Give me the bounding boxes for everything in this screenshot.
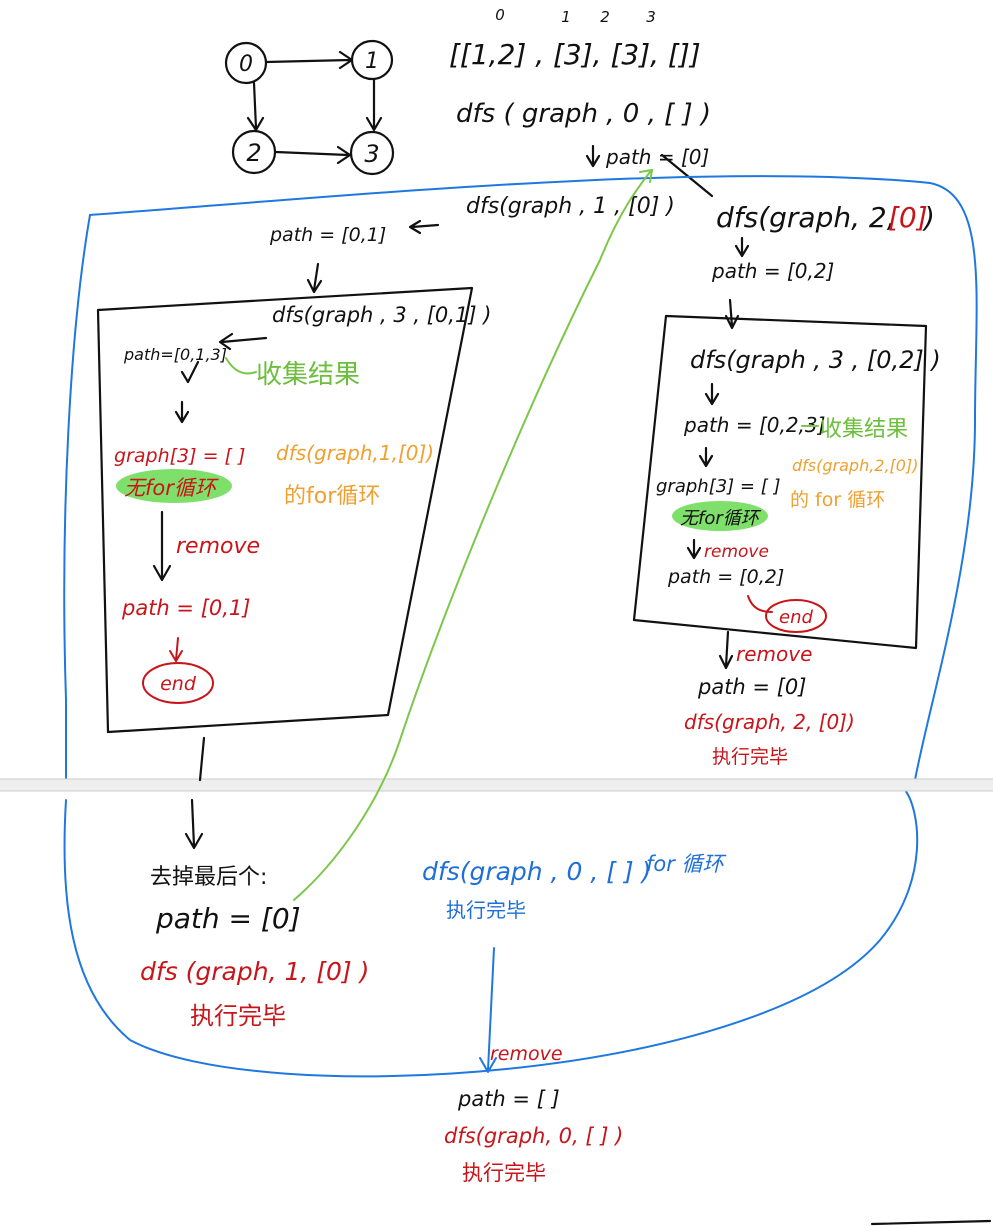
- outer-boundary-bottom: [63, 789, 919, 1078]
- adjacency-list: [[1,2] , [3], [3], []]: [449, 38, 701, 71]
- graph-node-1: 1: [365, 49, 379, 74]
- index-label-3: 3: [646, 8, 656, 26]
- left-collect-label: 收集结果: [256, 360, 360, 390]
- right-no-loop: 无for循环: [680, 508, 762, 529]
- right-remove-label: remove: [704, 542, 769, 562]
- right-inner-down-arrow: [698, 446, 714, 468]
- left-done-call: dfs (graph, 1, [0] ): [140, 957, 369, 986]
- graph-node-3: 3: [364, 140, 379, 168]
- root-remove-label: remove: [490, 1043, 563, 1065]
- left-graph-empty: graph[3] = [ ]: [114, 445, 245, 467]
- left-tail-line: [198, 736, 206, 782]
- left-for-loop-ref2: 的for循环: [284, 484, 380, 509]
- root-final-call: dfs(graph, 0, [ ] ): [444, 1124, 623, 1148]
- left-check-mark: [180, 360, 200, 384]
- left-remove-arrow: [152, 510, 172, 582]
- right-for-loop-ref2: 的 for 循环: [790, 489, 885, 511]
- edge-0-2-arrow: [246, 81, 265, 132]
- right-end-pointer: [747, 595, 773, 613]
- right-outer-remove-arrow: [718, 630, 734, 670]
- root-final-path: path = [ ]: [457, 1087, 560, 1111]
- return-path-line: [293, 168, 654, 901]
- root-done-for-loop: for 循环: [646, 852, 727, 876]
- left-path: path = [0,1]: [269, 224, 386, 246]
- right-call-suffix: ): [922, 201, 935, 234]
- left-tail-arrow: [184, 798, 204, 850]
- right-end-label: end: [779, 607, 813, 628]
- graph-node-0: 0: [239, 52, 253, 77]
- outer-boundary-left-top: [63, 214, 91, 781]
- left-end-label: end: [160, 673, 197, 695]
- left-path-after: path = [0]: [155, 902, 301, 935]
- left-no-loop-highlight: [116, 469, 232, 503]
- graph-drawing: 0 1 2 3: [224, 39, 395, 176]
- right-call-prefix: dfs(graph, 2,: [716, 201, 896, 234]
- root-final-done: 执行完毕: [462, 1161, 546, 1185]
- left-check-down-arrow: [174, 400, 190, 424]
- right-done-call: dfs(graph, 2, [0]): [684, 710, 855, 734]
- outer-boundary-top: [89, 175, 978, 781]
- root-path: path = [0]: [605, 145, 709, 169]
- left-path-arrow: [306, 262, 323, 294]
- left-done-label: 执行完毕: [190, 1002, 286, 1030]
- left-no-loop: 无for循环: [124, 476, 219, 500]
- left-end-arrow: [169, 637, 183, 663]
- page-separator: [0, 779, 993, 791]
- right-call-arg: [0]: [888, 201, 928, 234]
- right-inner-arrow: [704, 382, 720, 406]
- left-inner-path-arrow: [218, 332, 268, 351]
- root-remove-arrow: [479, 947, 497, 1073]
- left-call: dfs(graph , 1 , [0] ): [466, 194, 675, 219]
- left-after-remove: path = [0,1]: [121, 596, 250, 620]
- right-outer-remove: remove: [736, 642, 812, 666]
- root-to-right-line: [660, 153, 714, 198]
- index-label-1: 1: [561, 8, 571, 26]
- right-call-arrow: [734, 236, 750, 258]
- left-end-circle: [142, 662, 214, 704]
- right-inner-call: dfs(graph , 3 , [0,2] ): [690, 346, 941, 374]
- graph-node-2: 2: [246, 139, 261, 167]
- left-inner-box: [96, 286, 474, 734]
- index-label-0: 0: [495, 6, 505, 24]
- right-no-loop-highlight: [672, 501, 768, 531]
- right-remove-arrow: [686, 538, 702, 560]
- edge-1-3-arrow: [365, 78, 383, 132]
- edge-2-3-arrow: [274, 145, 352, 165]
- left-for-loop-ref: dfs(graph,1,[0]): [276, 441, 434, 465]
- graph-node-3-circle: [349, 130, 395, 176]
- left-call-arrow: [408, 219, 440, 235]
- root-down-arrow: [585, 144, 601, 168]
- root-call: dfs ( graph , 0 , [ ] ): [456, 99, 711, 129]
- root-done-call: dfs(graph , 0 , [ ] ): [422, 857, 651, 886]
- right-path: path = [0,2]: [711, 259, 834, 283]
- right-path-after: path = [0]: [697, 675, 806, 699]
- stray-stroke: [870, 1219, 992, 1226]
- edge-0-1-arrow: [264, 50, 354, 70]
- right-inner-box: [632, 314, 928, 650]
- left-inner-path: path=[0,1,3]: [123, 345, 227, 364]
- left-inner-call: dfs(graph , 3 , [0,1] ): [272, 303, 491, 327]
- right-graph-empty: graph[3] = [ ]: [656, 476, 780, 497]
- left-collect-pointer: [225, 357, 257, 375]
- right-after-remove: path = [0,2]: [667, 566, 784, 588]
- right-collect-label: 收集结果: [820, 417, 908, 442]
- right-done-label: 执行完毕: [712, 746, 788, 768]
- right-end-circle: [765, 599, 827, 633]
- right-for-loop-ref: dfs(graph,2,[0]): [792, 456, 918, 475]
- right-inner-path: path = [0,2,3]: [683, 413, 825, 437]
- left-remove-last: 去掉最后个:: [150, 865, 267, 890]
- index-label-2: 2: [600, 8, 610, 26]
- left-remove-label: remove: [176, 534, 260, 559]
- right-path-arrow: [724, 298, 740, 330]
- root-done-label: 执行完毕: [446, 898, 526, 922]
